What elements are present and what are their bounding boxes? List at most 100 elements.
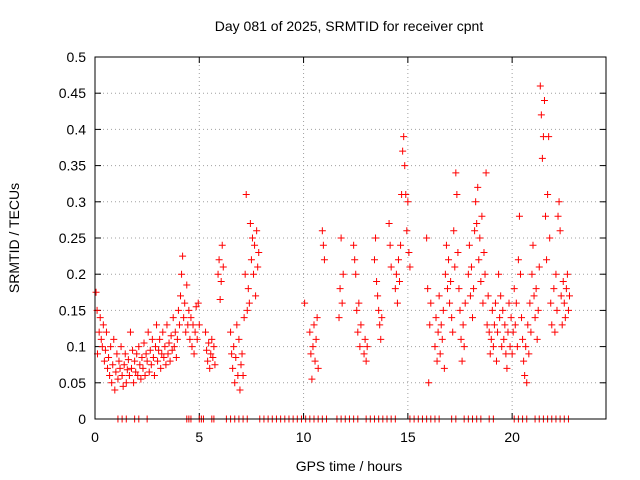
data-point (519, 335, 527, 343)
data-point (497, 292, 505, 300)
data-point (320, 256, 328, 264)
data-point (99, 321, 107, 329)
data-point (109, 361, 117, 369)
x-tick-label: 5 (195, 429, 203, 445)
data-point (157, 364, 165, 372)
data-point (243, 306, 251, 314)
data-point (475, 256, 483, 264)
data-point (361, 335, 369, 343)
data-point (374, 292, 382, 300)
data-point (449, 328, 457, 336)
x-tick-label: 10 (296, 429, 312, 445)
data-point (511, 321, 519, 329)
data-point (146, 346, 154, 354)
x-tick-label: 20 (504, 429, 520, 445)
data-point (116, 364, 124, 372)
data-point (488, 306, 496, 314)
data-point (206, 364, 214, 372)
data-point (229, 364, 237, 372)
data-point (501, 321, 509, 329)
data-point (230, 343, 238, 351)
data-point (464, 270, 472, 278)
data-point (363, 343, 371, 351)
data-point (110, 335, 118, 343)
data-point (107, 343, 115, 351)
data-point (350, 241, 358, 249)
data-point (487, 335, 495, 343)
data-point (465, 241, 473, 249)
data-point (357, 321, 365, 329)
chart-title: Day 081 of 2025, SRMTID for receiver cpn… (215, 18, 484, 34)
data-point (135, 343, 143, 351)
data-point (523, 379, 531, 387)
data-point (188, 343, 196, 351)
data-point (555, 198, 563, 206)
data-point (313, 314, 321, 322)
data-point (140, 339, 148, 347)
data-point (558, 321, 566, 329)
data-point (161, 343, 169, 351)
data-point (425, 379, 433, 387)
data-point (145, 368, 153, 376)
data-point (440, 364, 448, 372)
data-point (111, 386, 119, 394)
data-point (353, 306, 361, 314)
data-point (147, 361, 155, 369)
data-point (529, 241, 537, 249)
data-point (306, 328, 314, 336)
data-point (530, 292, 538, 300)
data-point (556, 227, 564, 235)
data-point (457, 335, 465, 343)
data-point (96, 314, 104, 322)
data-point (178, 270, 186, 278)
data-point (356, 343, 364, 351)
data-point (186, 335, 194, 343)
data-points (92, 82, 573, 423)
data-point (536, 82, 544, 90)
data-point (513, 343, 521, 351)
data-point (218, 241, 226, 249)
data-point (192, 303, 200, 311)
data-point (551, 328, 559, 336)
data-point (483, 321, 491, 329)
data-point (208, 335, 216, 343)
x-tick-label: 0 (91, 429, 99, 445)
data-point (193, 335, 201, 343)
data-point (495, 270, 503, 278)
data-point (210, 343, 218, 351)
data-point (405, 248, 413, 256)
data-point (112, 368, 120, 376)
data-point (437, 321, 445, 329)
data-point (372, 234, 380, 242)
data-point (95, 328, 103, 336)
data-point (451, 263, 459, 271)
data-point (446, 299, 454, 307)
data-point (351, 256, 359, 264)
data-point (113, 350, 121, 358)
data-point (373, 277, 381, 285)
data-point (143, 357, 151, 365)
data-point (460, 343, 468, 351)
data-point (561, 314, 569, 322)
data-point (538, 154, 546, 162)
data-point (137, 375, 145, 383)
y-tick-label: 0 (78, 411, 86, 427)
data-point (432, 314, 440, 322)
data-point (172, 353, 180, 361)
data-point (455, 285, 463, 293)
data-point (459, 321, 467, 329)
data-point (252, 292, 260, 300)
data-point (450, 227, 458, 235)
data-point (547, 299, 555, 307)
data-point (134, 372, 142, 380)
data-point (136, 361, 144, 369)
data-point (156, 335, 164, 343)
data-point (120, 361, 128, 369)
data-point (385, 220, 393, 228)
data-point (98, 343, 106, 351)
data-point (533, 335, 541, 343)
y-tick-label: 0.3 (67, 194, 87, 210)
data-point (559, 277, 567, 285)
data-point (396, 277, 404, 285)
data-point (254, 263, 262, 271)
